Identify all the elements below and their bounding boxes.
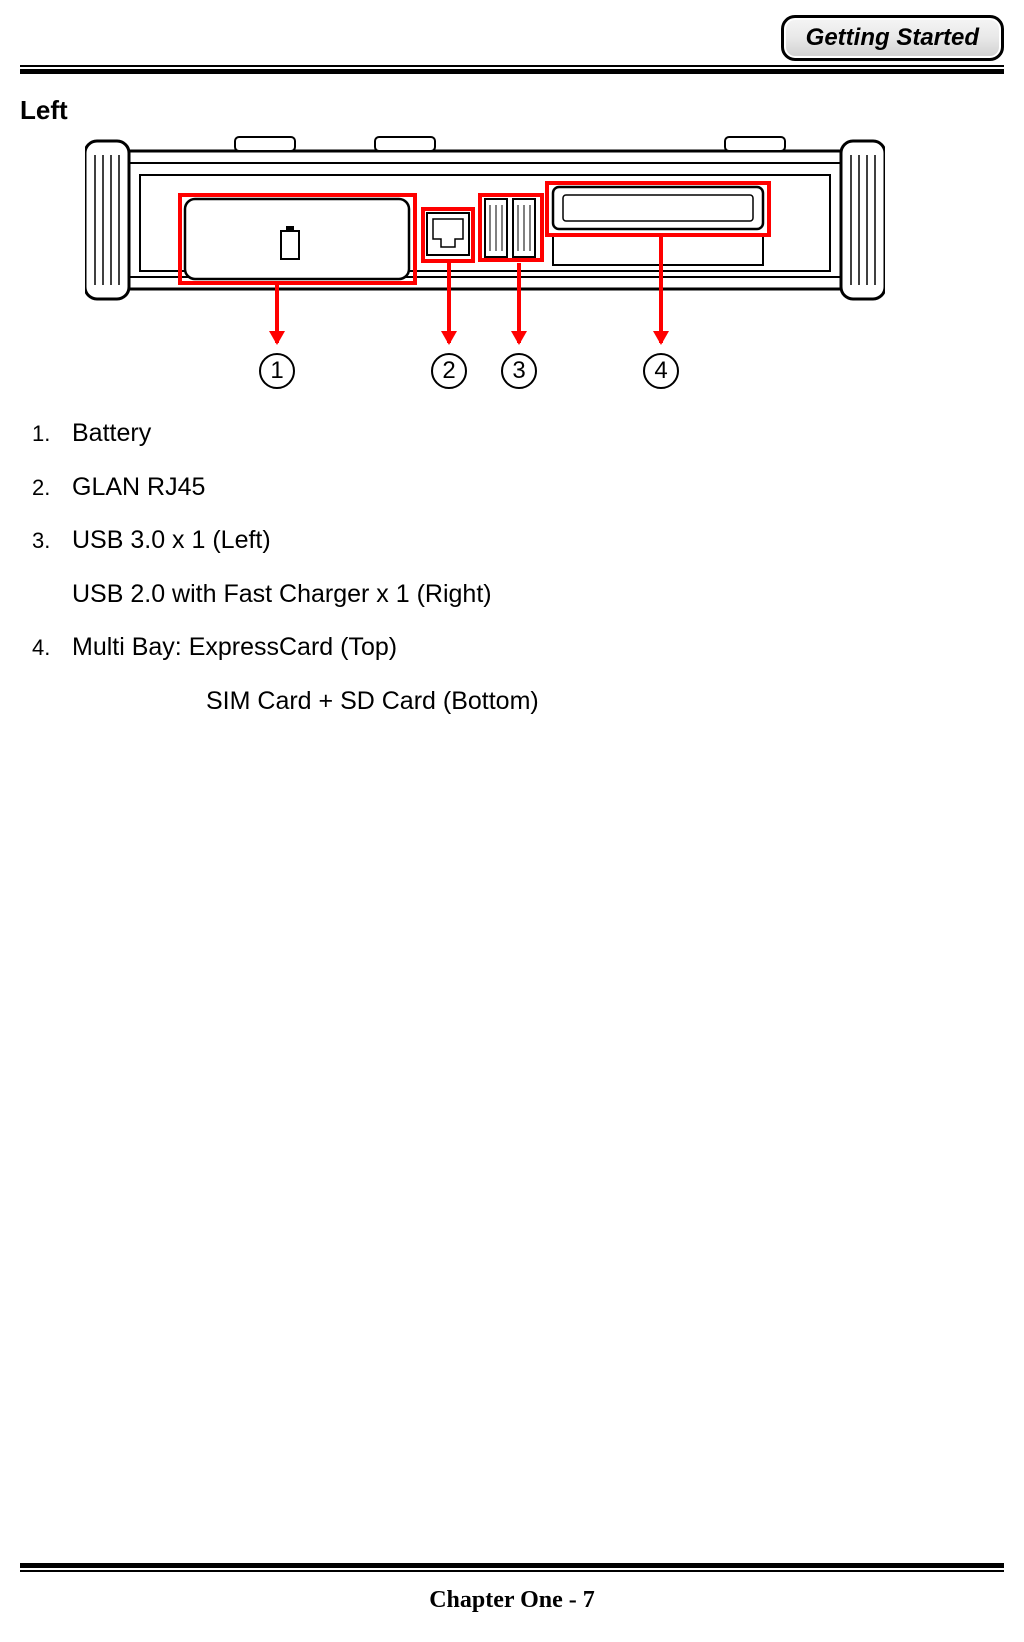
- device-left-diagram: 1 2 3 4: [85, 135, 885, 315]
- callout-number-1: 1: [259, 353, 295, 389]
- list-item: 4. Multi Bay: ExpressCard (Top): [32, 629, 984, 667]
- list-item: 1. Battery: [32, 415, 984, 453]
- page-footer: Chapter One - 7: [0, 1587, 1024, 1614]
- callout-number-3: 3: [501, 353, 537, 389]
- callout-arrow-1: [275, 283, 279, 343]
- list-number: 2.: [32, 475, 72, 501]
- callout-number-2: 2: [431, 353, 467, 389]
- parts-list: 1. Battery 2. GLAN RJ45 3. USB 3.0 x 1 (…: [32, 415, 984, 736]
- list-text: USB 3.0 x 1 (Left): [72, 522, 271, 560]
- list-number: 4.: [32, 635, 72, 661]
- callout-arrow-2: [447, 263, 451, 343]
- callout-number-4: 4: [643, 353, 679, 389]
- list-item: 3. USB 3.0 x 1 (Left): [32, 522, 984, 560]
- list-item: 2. GLAN RJ45: [32, 469, 984, 507]
- list-subtext: SIM Card + SD Card (Bottom): [206, 683, 984, 721]
- list-text: GLAN RJ45: [72, 469, 205, 507]
- chapter-badge: Getting Started: [781, 15, 1004, 61]
- list-text: Battery: [72, 415, 151, 453]
- list-subtext: USB 2.0 with Fast Charger x 1 (Right): [72, 576, 984, 614]
- callout-arrow-3: [517, 263, 521, 343]
- bottom-divider: [20, 1563, 1004, 1572]
- callout-arrow-4: [659, 237, 663, 343]
- top-divider: [20, 65, 1004, 74]
- section-title: Left: [20, 95, 68, 126]
- list-number: 3.: [32, 528, 72, 554]
- list-text: Multi Bay: ExpressCard (Top): [72, 629, 397, 667]
- list-number: 1.: [32, 421, 72, 447]
- device-illustration: [85, 135, 885, 305]
